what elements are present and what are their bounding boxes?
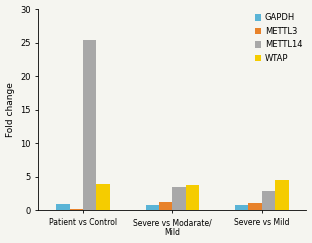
Bar: [186, 185, 199, 210]
Bar: [173, 187, 186, 210]
Bar: [159, 202, 173, 210]
Bar: [56, 204, 70, 210]
Y-axis label: Fold change: Fold change: [6, 82, 15, 137]
Bar: [262, 191, 275, 210]
Bar: [83, 40, 96, 210]
Bar: [235, 205, 248, 210]
Legend: GAPDH, METTL3, METTL14, WTAP: GAPDH, METTL3, METTL14, WTAP: [251, 10, 306, 66]
Bar: [275, 180, 289, 210]
Bar: [70, 209, 83, 210]
Bar: [146, 205, 159, 210]
Bar: [96, 183, 110, 210]
Bar: [248, 203, 262, 210]
